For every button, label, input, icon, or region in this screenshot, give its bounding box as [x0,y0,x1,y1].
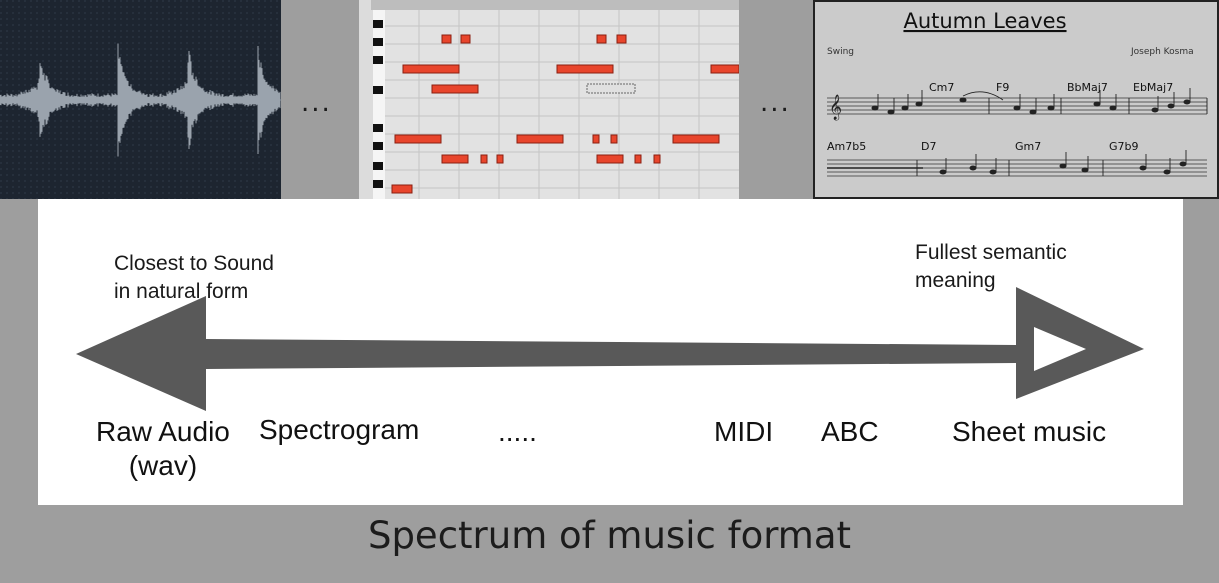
chord-1-4: EbMaj7 [1133,81,1173,94]
format-sheet-music: Sheet music [952,416,1107,447]
format-raw-audio: Raw Audio (wav) [96,416,230,481]
sheet-music-graphic: Autumn Leaves Swing Joseph Kosma 𝄞 Cm7 F… [813,0,1219,199]
sheet-style: Swing [827,47,854,57]
svg-text:𝄞: 𝄞 [829,94,842,120]
format-spectrogram: Spectrogram [259,414,420,445]
chord-2-1: Am7b5 [827,140,866,153]
piano-roll-thumbnail [359,0,739,199]
closest-to-sound-note: Closest to Sound in natural form [114,252,274,303]
figure-caption: Spectrum of music format [367,514,852,557]
chord-2-3: Gm7 [1015,140,1041,153]
sheet-composer: Joseph Kosma [1130,47,1194,57]
spectrum-panel: Closest to Sound in natural form Fullest… [38,199,1183,505]
chord-2-4: G7b9 [1109,140,1139,153]
chord-1-3: BbMaj7 [1067,81,1108,94]
sheet-title: Autumn Leaves [903,9,1066,33]
chord-2-2: D7 [921,140,936,153]
waveform-thumbnail [0,0,281,199]
chord-1-2: F9 [996,81,1009,94]
format-midi: MIDI [714,416,774,447]
chord-1-1: Cm7 [929,81,954,94]
separator-ellipsis-2: ... [760,88,791,118]
separator-ellipsis-1: ... [301,88,332,118]
piano-roll-graphic [359,0,739,199]
format-abc: ABC [821,416,879,447]
fullest-semantic-note: Fullest semantic meaning [915,241,1067,292]
sheet-music-thumbnail: Autumn Leaves Swing Joseph Kosma 𝄞 Cm7 F… [813,0,1219,199]
format-ellipsis: ..... [498,416,537,447]
spectrum-double-arrow [76,287,1144,411]
waveform-graphic [0,0,281,199]
